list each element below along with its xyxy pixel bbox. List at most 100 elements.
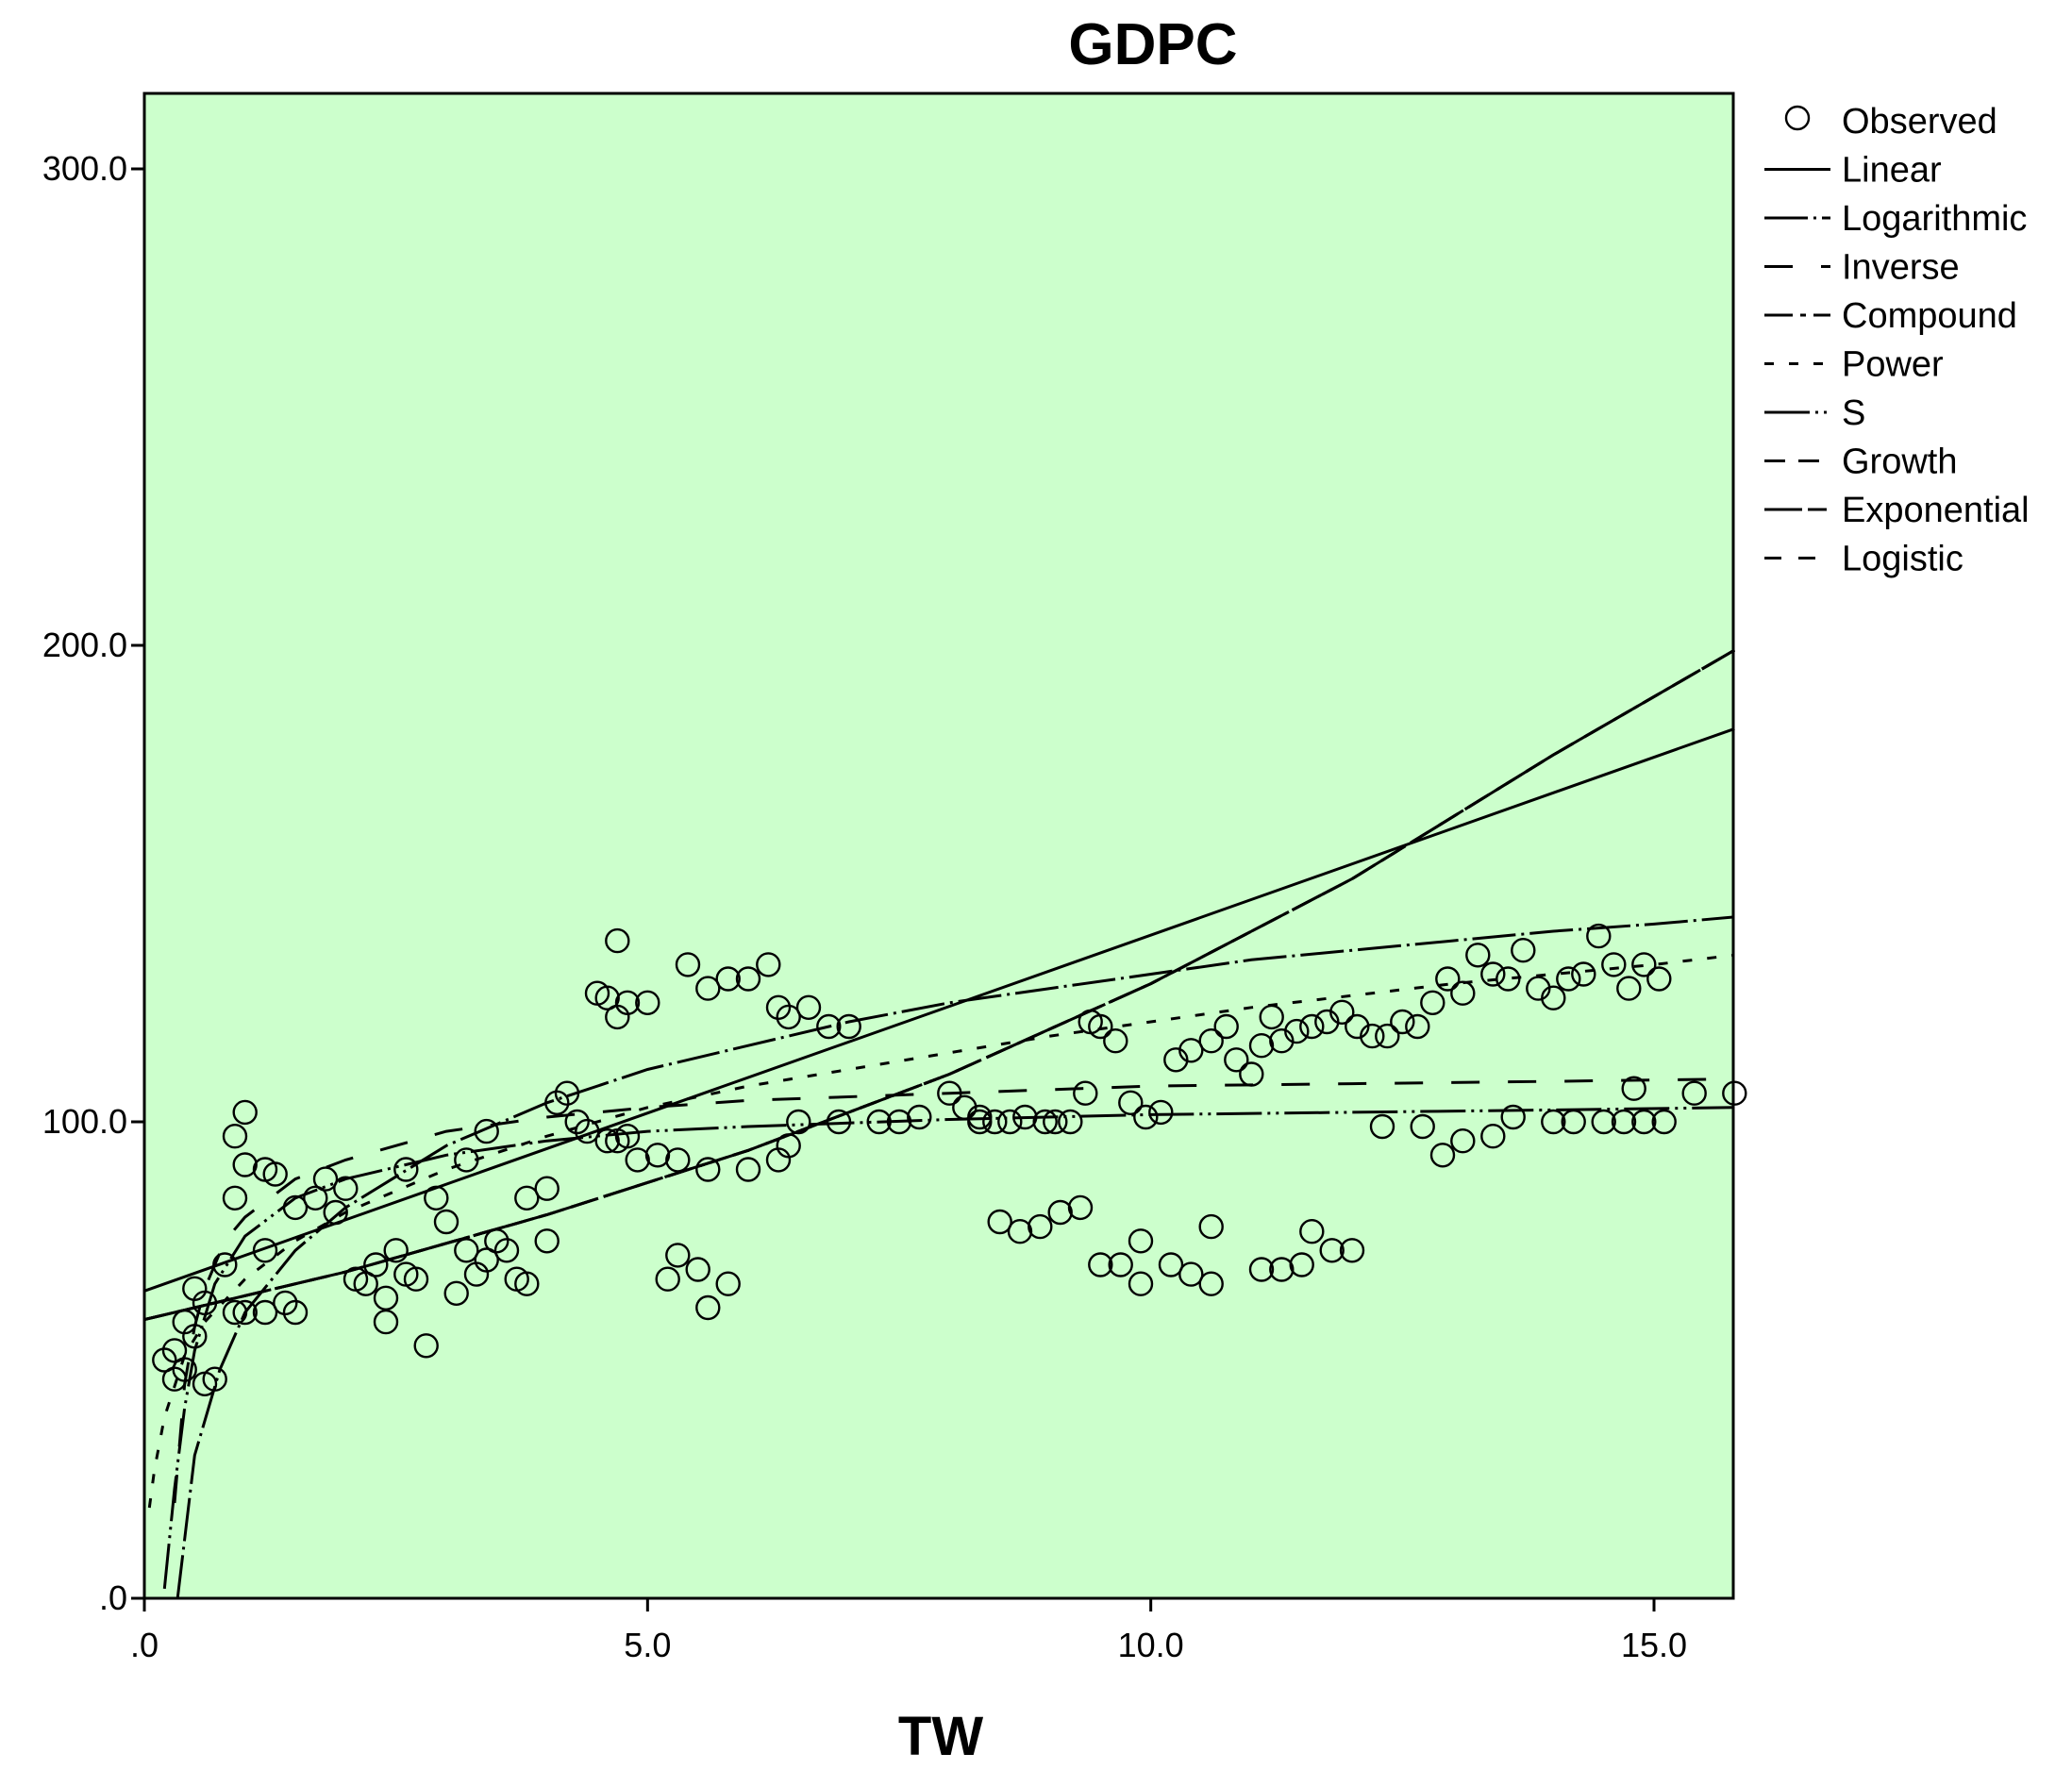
observed-point [1541, 985, 1566, 1010]
observed-point [1360, 1023, 1385, 1049]
observed-point [695, 1157, 721, 1182]
observed-point [1133, 1104, 1159, 1130]
legend: Observed Linear Logarithmic Inverse Compound… [1764, 102, 2030, 579]
observed-point [1420, 990, 1445, 1016]
chart-title: GDPC [1068, 12, 1237, 77]
observed-point [1299, 1218, 1325, 1244]
observed-point [967, 1104, 993, 1130]
observed-point [1073, 1080, 1098, 1106]
observed-point [1319, 1238, 1345, 1263]
observed-point [1480, 961, 1506, 987]
observed-point [424, 1185, 449, 1211]
observed-point [997, 1109, 1023, 1135]
legend-label: Power [1842, 345, 1944, 385]
observed-point [1429, 1143, 1456, 1168]
observed-point [735, 1157, 761, 1182]
observed-point [735, 966, 761, 992]
observed-point [987, 1209, 1012, 1235]
observed-point [182, 1276, 208, 1302]
legend-label: S [1842, 393, 1865, 433]
observed-point [534, 1228, 560, 1254]
observed-point [1259, 1004, 1284, 1030]
observed-point [1213, 1013, 1239, 1040]
observed-point [907, 1104, 932, 1130]
observed-point [1405, 1013, 1430, 1040]
observed-point [1028, 1213, 1053, 1240]
observed-point [665, 1243, 691, 1268]
observed-point [1561, 1109, 1586, 1135]
observed-point [765, 1147, 792, 1173]
y-tick-label: 300.0 [42, 149, 127, 188]
observed-point [1299, 1013, 1325, 1040]
legend-label: Compound [1842, 296, 2017, 336]
observed-point [1329, 999, 1355, 1026]
observed-point [413, 1333, 439, 1359]
observed-point [756, 952, 781, 977]
observed-point [695, 1294, 721, 1321]
observed-point [1465, 943, 1491, 968]
legend-label: Linear [1842, 151, 1942, 191]
observed-point [1435, 966, 1461, 992]
observed-point [333, 1176, 359, 1201]
observed-point [594, 1127, 620, 1154]
observed-point [1118, 1090, 1144, 1116]
observed-point [1148, 1099, 1174, 1126]
observed-point [614, 990, 641, 1016]
observed-point [564, 1109, 590, 1135]
observed-point [1651, 1109, 1677, 1135]
observed-point [594, 985, 620, 1010]
observed-point [575, 1118, 600, 1144]
observed-point [514, 1271, 540, 1296]
observed-point [232, 1299, 258, 1326]
legend-label: Growth [1842, 442, 1957, 482]
observed-point [1108, 1252, 1133, 1277]
x-tick-label: 10.0 [1118, 1626, 1184, 1664]
observed-point [303, 1185, 328, 1211]
observed-point [252, 1299, 278, 1326]
observed-point [232, 1152, 258, 1177]
observed-point [202, 1366, 227, 1392]
observed-point [1556, 966, 1581, 992]
observed-point [1631, 952, 1657, 977]
x-tick-label: 5.0 [624, 1626, 671, 1664]
curve-linear [143, 726, 1735, 1293]
observed-point [1088, 1013, 1113, 1040]
axes: .0 100.0 200.0 300.0 .0 5.0 10.0 15.0 [42, 149, 1687, 1664]
observed-point [816, 1013, 842, 1040]
observed-point [161, 1338, 188, 1363]
observed-point [1390, 1009, 1415, 1035]
observed-point [1450, 1127, 1476, 1154]
legend-label: Logarithmic [1842, 199, 2027, 239]
observed-point [1375, 1023, 1400, 1049]
observed-point [222, 1123, 248, 1149]
plot-background [142, 92, 1735, 1600]
observed-point [534, 1176, 560, 1201]
observed-point [1511, 938, 1536, 963]
observed-point [1163, 1047, 1189, 1073]
observed-point [1128, 1271, 1154, 1296]
observed-point [282, 1194, 309, 1221]
observed-point [474, 1118, 499, 1144]
observed-point [161, 1366, 188, 1392]
observed-point [1043, 1109, 1068, 1135]
observed-point [232, 1099, 258, 1126]
curve-s [162, 1106, 1735, 1590]
observed-point [403, 1266, 429, 1292]
legend-label: Logistic [1842, 540, 1963, 579]
observed-point [1496, 966, 1521, 992]
observed-point [1007, 1218, 1033, 1244]
observed-point [1541, 1109, 1566, 1135]
legend-label: Inverse [1842, 248, 1960, 288]
observed-point [1621, 1076, 1646, 1101]
observed-point [554, 1080, 580, 1106]
y-tick-label: 200.0 [42, 626, 127, 664]
observed-point [282, 1299, 309, 1326]
observed-point [665, 1147, 691, 1173]
observed-point [454, 1147, 479, 1173]
observed-point [1616, 976, 1642, 1001]
observed-point [1591, 1109, 1616, 1135]
observed-point [1128, 1228, 1154, 1254]
observed-point [383, 1238, 409, 1263]
legend-label: Exponential [1842, 491, 2030, 530]
